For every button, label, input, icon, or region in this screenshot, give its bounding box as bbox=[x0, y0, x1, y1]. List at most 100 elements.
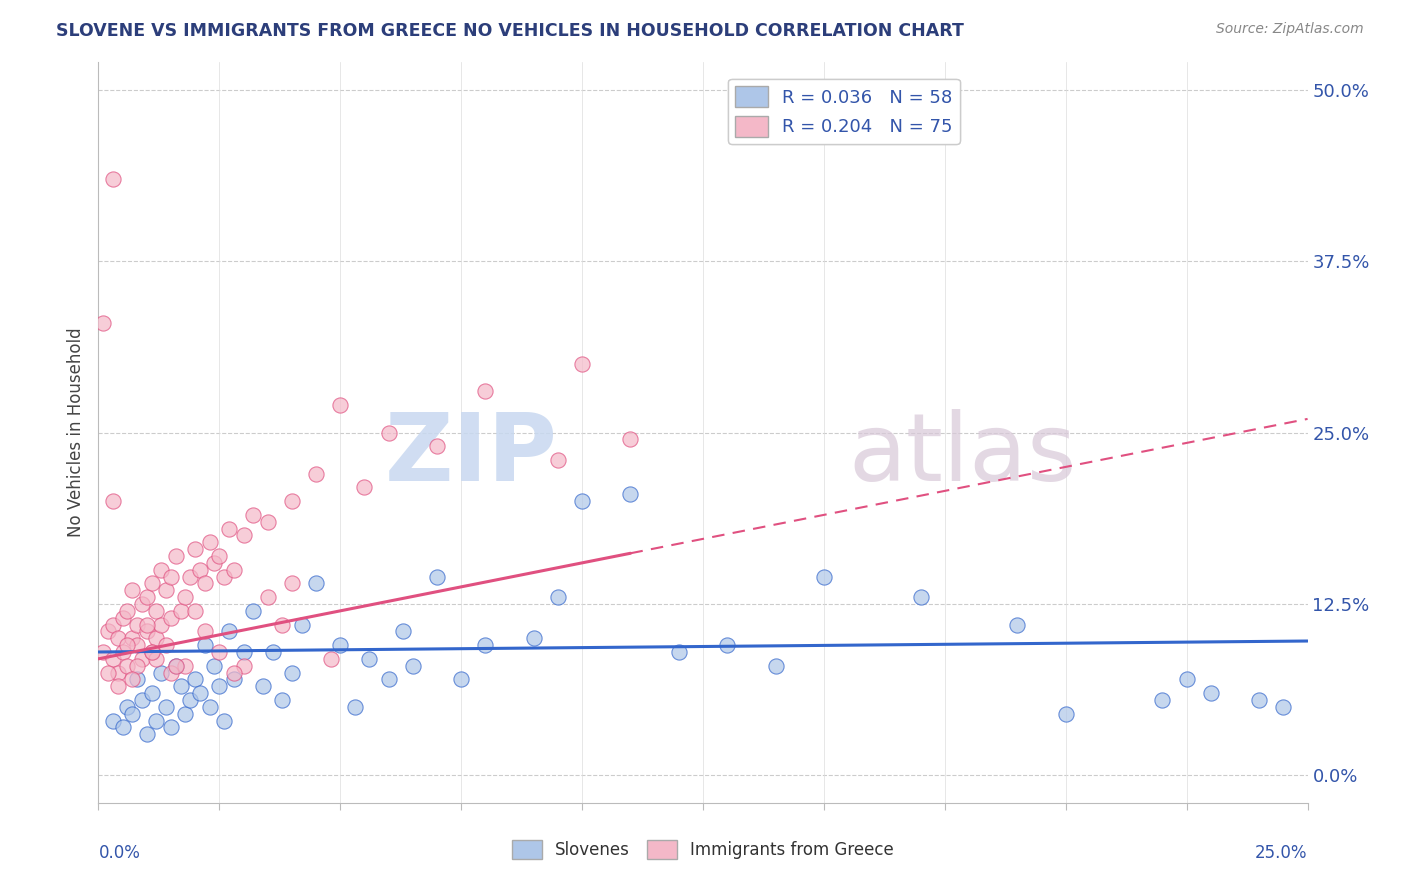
Point bbox=[107, 665, 129, 680]
Point bbox=[204, 658, 226, 673]
Point bbox=[194, 638, 217, 652]
Point bbox=[208, 679, 231, 693]
Point bbox=[145, 714, 167, 728]
Point bbox=[377, 673, 399, 687]
Point bbox=[160, 665, 183, 680]
Point bbox=[111, 720, 134, 734]
Point bbox=[101, 494, 124, 508]
Point bbox=[392, 624, 415, 639]
Point bbox=[329, 638, 352, 652]
Text: ZIP: ZIP bbox=[385, 409, 558, 500]
Point bbox=[169, 679, 191, 693]
Text: atlas: atlas bbox=[848, 409, 1077, 500]
Point bbox=[256, 515, 278, 529]
Point bbox=[155, 583, 177, 598]
Point bbox=[271, 617, 294, 632]
Point bbox=[547, 590, 569, 604]
Point bbox=[619, 487, 641, 501]
Point bbox=[474, 384, 496, 399]
Point bbox=[91, 645, 114, 659]
Point bbox=[1249, 693, 1271, 707]
Point bbox=[222, 673, 245, 687]
Point bbox=[101, 652, 124, 666]
Point bbox=[117, 699, 139, 714]
Point bbox=[150, 563, 173, 577]
Point bbox=[222, 563, 245, 577]
Point bbox=[155, 699, 177, 714]
Point bbox=[141, 576, 163, 591]
Point bbox=[160, 611, 183, 625]
Point bbox=[359, 652, 381, 666]
Point bbox=[141, 686, 163, 700]
Point bbox=[198, 535, 221, 549]
Point bbox=[1175, 673, 1198, 687]
Point bbox=[281, 576, 304, 591]
Point bbox=[131, 693, 153, 707]
Point bbox=[281, 494, 304, 508]
Point bbox=[121, 706, 143, 721]
Point bbox=[179, 693, 201, 707]
Text: Source: ZipAtlas.com: Source: ZipAtlas.com bbox=[1216, 22, 1364, 37]
Point bbox=[204, 556, 226, 570]
Point bbox=[281, 665, 304, 680]
Point bbox=[1199, 686, 1222, 700]
Point bbox=[377, 425, 399, 440]
Point bbox=[305, 576, 328, 591]
Point bbox=[101, 714, 124, 728]
Point bbox=[450, 673, 472, 687]
Point bbox=[242, 604, 264, 618]
Point bbox=[141, 645, 163, 659]
Point bbox=[111, 611, 134, 625]
Point bbox=[194, 576, 217, 591]
Text: 0.0%: 0.0% bbox=[98, 844, 141, 862]
Point bbox=[127, 638, 149, 652]
Point bbox=[1054, 706, 1077, 721]
Point bbox=[121, 632, 143, 646]
Point bbox=[571, 357, 593, 371]
Point bbox=[107, 632, 129, 646]
Point bbox=[319, 652, 342, 666]
Point bbox=[910, 590, 932, 604]
Point bbox=[101, 172, 124, 186]
Point bbox=[127, 617, 149, 632]
Point bbox=[262, 645, 284, 659]
Point bbox=[765, 658, 787, 673]
Point bbox=[131, 597, 153, 611]
Point bbox=[208, 549, 231, 563]
Point bbox=[160, 569, 183, 583]
Point bbox=[111, 645, 134, 659]
Point bbox=[165, 658, 187, 673]
Point bbox=[208, 645, 231, 659]
Legend: R = 0.036   N = 58, R = 0.204   N = 75: R = 0.036 N = 58, R = 0.204 N = 75 bbox=[728, 78, 960, 144]
Point bbox=[131, 652, 153, 666]
Point bbox=[353, 480, 375, 494]
Point bbox=[150, 617, 173, 632]
Point bbox=[165, 549, 187, 563]
Point bbox=[290, 617, 312, 632]
Point bbox=[179, 569, 201, 583]
Point bbox=[135, 727, 157, 741]
Point bbox=[1152, 693, 1174, 707]
Point bbox=[716, 638, 738, 652]
Point bbox=[212, 714, 235, 728]
Point bbox=[145, 652, 167, 666]
Point bbox=[242, 508, 264, 522]
Point bbox=[212, 569, 235, 583]
Point bbox=[155, 638, 177, 652]
Point bbox=[194, 624, 217, 639]
Point bbox=[117, 604, 139, 618]
Point bbox=[97, 624, 120, 639]
Legend: Slovenes, Immigrants from Greece: Slovenes, Immigrants from Greece bbox=[505, 833, 901, 866]
Point bbox=[117, 638, 139, 652]
Point bbox=[252, 679, 274, 693]
Point bbox=[523, 632, 546, 646]
Point bbox=[145, 604, 167, 618]
Point bbox=[184, 673, 207, 687]
Point bbox=[101, 617, 124, 632]
Point bbox=[426, 569, 449, 583]
Text: SLOVENE VS IMMIGRANTS FROM GREECE NO VEHICLES IN HOUSEHOLD CORRELATION CHART: SLOVENE VS IMMIGRANTS FROM GREECE NO VEH… bbox=[56, 22, 965, 40]
Point bbox=[218, 624, 240, 639]
Point bbox=[668, 645, 690, 659]
Point bbox=[141, 645, 163, 659]
Point bbox=[97, 665, 120, 680]
